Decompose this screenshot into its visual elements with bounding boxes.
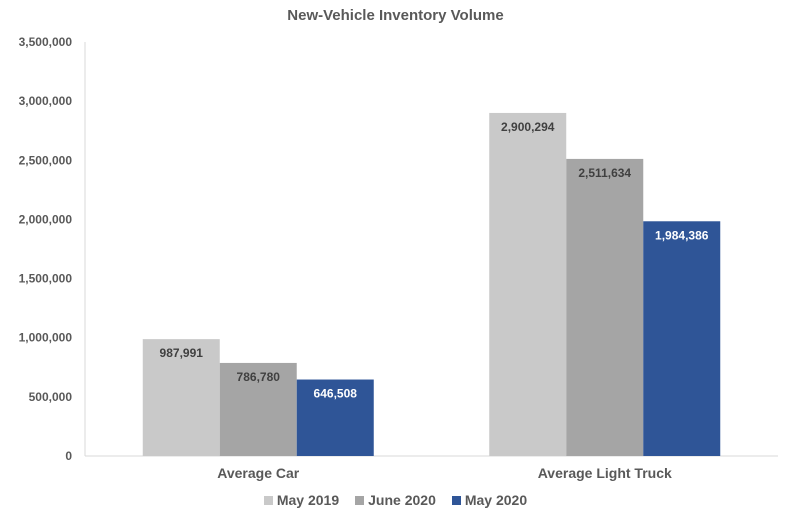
legend-swatch — [451, 495, 461, 505]
legend-swatch — [355, 495, 365, 505]
legend-item: May 2019 — [263, 492, 340, 508]
bar — [142, 339, 220, 456]
legend-item: May 2020 — [451, 492, 528, 508]
bar — [296, 379, 374, 456]
legend-label: June 2020 — [368, 492, 436, 508]
x-category-label: Average Car — [217, 465, 300, 481]
bar — [643, 221, 721, 456]
data-label: 987,991 — [160, 346, 204, 360]
y-tick-label: 3,500,000 — [19, 35, 73, 49]
data-label: 786,780 — [237, 370, 281, 384]
bar — [219, 362, 297, 456]
data-label: 646,508 — [314, 387, 358, 401]
legend-label: May 2020 — [464, 492, 528, 508]
y-tick-label: 1,000,000 — [19, 331, 73, 345]
y-tick-label: 2,000,000 — [19, 212, 73, 226]
legend-item: June 2020 — [355, 492, 436, 508]
y-tick-label: 500,000 — [29, 390, 73, 404]
data-label: 1,984,386 — [655, 228, 709, 242]
y-tick-label: 2,500,000 — [19, 153, 73, 167]
data-label: 2,900,294 — [501, 120, 555, 134]
y-tick-label: 3,000,000 — [19, 94, 73, 108]
data-label: 2,511,634 — [578, 166, 631, 180]
legend-label: May 2019 — [276, 492, 340, 508]
y-tick-label: 0 — [65, 449, 72, 463]
chart-title: New-Vehicle Inventory Volume — [287, 7, 504, 24]
bar — [566, 158, 644, 456]
legend: May 2019 June 2020 May 2020 — [0, 492, 791, 508]
x-category-label: Average Light Truck — [538, 465, 672, 481]
y-tick-label: 1,500,000 — [19, 272, 73, 286]
legend-swatch — [263, 495, 273, 505]
bar — [489, 112, 567, 457]
